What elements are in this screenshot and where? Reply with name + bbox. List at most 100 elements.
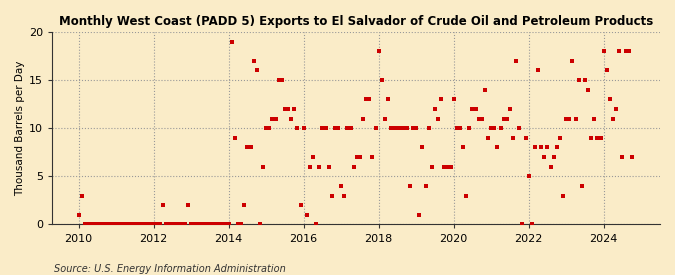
Point — [389, 126, 400, 130]
Point — [220, 222, 231, 227]
Y-axis label: Thousand Barrels per Day: Thousand Barrels per Day — [15, 60, 25, 196]
Point — [254, 222, 265, 227]
Point — [298, 126, 309, 130]
Point — [295, 203, 306, 207]
Point — [214, 222, 225, 227]
Point — [145, 222, 156, 227]
Point — [545, 164, 556, 169]
Point — [323, 164, 334, 169]
Point — [470, 107, 481, 111]
Point — [448, 97, 459, 101]
Point — [251, 68, 262, 73]
Point — [132, 222, 143, 227]
Point — [276, 78, 287, 82]
Point — [342, 126, 353, 130]
Point — [373, 49, 384, 53]
Point — [73, 213, 84, 217]
Point — [461, 193, 472, 198]
Point — [292, 126, 303, 130]
Point — [533, 68, 543, 73]
Point — [454, 126, 465, 130]
Point — [348, 164, 359, 169]
Point — [120, 222, 131, 227]
Point — [586, 136, 597, 140]
Point — [161, 222, 171, 227]
Point — [386, 126, 397, 130]
Point — [124, 222, 134, 227]
Point — [498, 116, 509, 121]
Point — [558, 193, 568, 198]
Point — [283, 107, 294, 111]
Point — [339, 193, 350, 198]
Point — [561, 116, 572, 121]
Point — [398, 126, 409, 130]
Point — [189, 222, 200, 227]
Point — [130, 222, 140, 227]
Point — [226, 39, 237, 44]
Point — [82, 222, 93, 227]
Point — [539, 155, 549, 159]
Point — [623, 49, 634, 53]
Point — [439, 164, 450, 169]
Point — [233, 222, 244, 227]
Point — [105, 222, 115, 227]
Point — [164, 222, 175, 227]
Point — [580, 78, 591, 82]
Point — [542, 145, 553, 150]
Point — [526, 222, 537, 227]
Point — [239, 203, 250, 207]
Point — [76, 193, 87, 198]
Point — [80, 222, 90, 227]
Point — [267, 116, 278, 121]
Point — [301, 213, 312, 217]
Point — [614, 49, 625, 53]
Point — [517, 222, 528, 227]
Point — [489, 126, 500, 130]
Point — [423, 126, 434, 130]
Point — [592, 136, 603, 140]
Point — [617, 155, 628, 159]
Point — [611, 107, 622, 111]
Point — [495, 126, 506, 130]
Title: Monthly West Coast (PADD 5) Exports to El Salvador of Crude Oil and Petroleum Pr: Monthly West Coast (PADD 5) Exports to E… — [59, 15, 653, 28]
Point — [608, 116, 618, 121]
Point — [508, 136, 518, 140]
Point — [286, 116, 296, 121]
Point — [402, 126, 412, 130]
Point — [511, 59, 522, 63]
Point — [433, 116, 443, 121]
Point — [523, 174, 534, 178]
Point — [436, 97, 447, 101]
Point — [217, 222, 227, 227]
Point — [92, 222, 103, 227]
Point — [310, 222, 321, 227]
Point — [198, 222, 209, 227]
Point — [595, 136, 606, 140]
Point — [360, 97, 371, 101]
Point — [304, 164, 315, 169]
Point — [555, 136, 566, 140]
Point — [370, 126, 381, 130]
Point — [308, 155, 319, 159]
Point — [182, 203, 193, 207]
Point — [248, 59, 259, 63]
Point — [452, 126, 462, 130]
Point — [117, 222, 128, 227]
Point — [211, 222, 221, 227]
Point — [236, 222, 246, 227]
Point — [317, 126, 328, 130]
Point — [195, 222, 206, 227]
Point — [320, 126, 331, 130]
Point — [205, 222, 215, 227]
Point — [264, 126, 275, 130]
Point — [333, 126, 344, 130]
Point — [411, 126, 422, 130]
Point — [492, 145, 503, 150]
Point — [329, 126, 340, 130]
Point — [151, 222, 162, 227]
Point — [126, 222, 137, 227]
Point — [477, 116, 487, 121]
Point — [404, 184, 415, 188]
Point — [536, 145, 547, 150]
Point — [504, 107, 515, 111]
